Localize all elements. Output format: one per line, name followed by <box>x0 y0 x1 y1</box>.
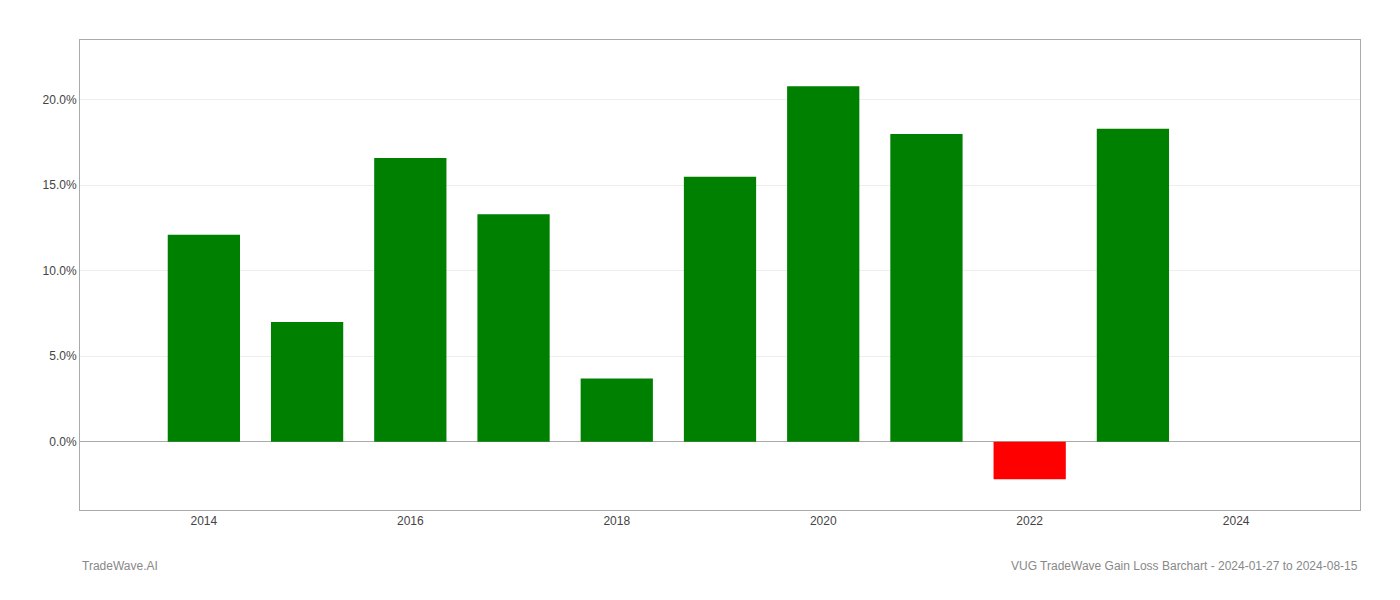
svg-text:2020: 2020 <box>810 514 837 528</box>
svg-text:15.0%: 15.0% <box>43 178 77 192</box>
svg-text:2014: 2014 <box>191 514 218 528</box>
svg-text:10.0%: 10.0% <box>43 264 77 278</box>
svg-text:20.0%: 20.0% <box>43 93 77 107</box>
svg-text:2016: 2016 <box>397 514 424 528</box>
svg-text:0.0%: 0.0% <box>49 435 77 449</box>
svg-text:2022: 2022 <box>1016 514 1043 528</box>
svg-text:5.0%: 5.0% <box>49 349 77 363</box>
svg-text:2018: 2018 <box>603 514 630 528</box>
svg-text:VUG TradeWave Gain Loss Barcha: VUG TradeWave Gain Loss Barchart - 2024-… <box>1011 559 1358 573</box>
svg-text:2024: 2024 <box>1223 514 1250 528</box>
svg-text:TradeWave.AI: TradeWave.AI <box>82 559 158 573</box>
